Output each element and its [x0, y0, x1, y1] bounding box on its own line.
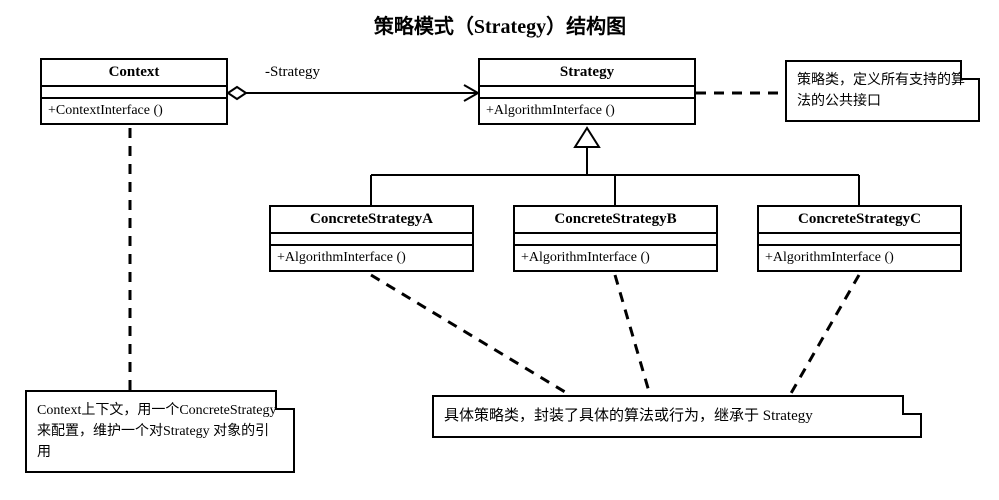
note-context: Context上下文，用一个ConcreteStrategy 来配置，维护一个对… [25, 390, 295, 473]
class-attrs [42, 87, 226, 99]
class-methods: +AlgorithmInterface () [515, 246, 716, 270]
note-strategy: 策略类，定义所有支持的算法的公共接口 [785, 60, 980, 122]
diagram-title: 策略模式（Strategy）结构图 [335, 10, 665, 39]
note-fold-icon [902, 395, 922, 415]
note-fold-icon [960, 60, 980, 80]
note-concrete: 具体策略类，封装了具体的算法或行为，继承于 Strategy [432, 395, 922, 438]
note-link-concrete-b [615, 275, 650, 395]
class-attrs [271, 234, 472, 246]
class-methods: +AlgorithmInterface () [271, 246, 472, 270]
class-concrete-a: ConcreteStrategyA +AlgorithmInterface () [269, 205, 474, 272]
note-link-concrete-a [371, 275, 570, 395]
class-methods: +ContextInterface () [42, 99, 226, 123]
class-attrs [759, 234, 960, 246]
note-text: 具体策略类，封装了具体的算法或行为，继承于 Strategy [444, 408, 813, 424]
aggregation-arrowhead [464, 85, 478, 101]
aggregation-diamond [228, 87, 246, 99]
class-attrs [480, 87, 694, 99]
class-strategy: Strategy +AlgorithmInterface () [478, 58, 696, 125]
class-name: ConcreteStrategyC [759, 207, 960, 234]
class-methods: +AlgorithmInterface () [759, 246, 960, 270]
class-name: Strategy [480, 60, 694, 87]
diagram-canvas: 策略模式（Strategy）结构图 Strategy --> -Strategy… [0, 0, 999, 500]
note-link-concrete-c [790, 275, 859, 395]
class-context: Context +ContextInterface () [40, 58, 228, 125]
note-text: 策略类，定义所有支持的算法的公共接口 [797, 73, 965, 109]
class-methods: +AlgorithmInterface () [480, 99, 694, 123]
note-text: Context上下文，用一个ConcreteStrategy 来配置，维护一个对… [37, 403, 277, 460]
class-concrete-c: ConcreteStrategyC +AlgorithmInterface () [757, 205, 962, 272]
aggregation-label: -Strategy [265, 64, 320, 81]
class-name: ConcreteStrategyA [271, 207, 472, 234]
class-attrs [515, 234, 716, 246]
class-concrete-b: ConcreteStrategyB +AlgorithmInterface () [513, 205, 718, 272]
inheritance-triangle [575, 128, 599, 147]
class-name: ConcreteStrategyB [515, 207, 716, 234]
note-fold-icon [275, 390, 295, 410]
class-name: Context [42, 60, 226, 87]
